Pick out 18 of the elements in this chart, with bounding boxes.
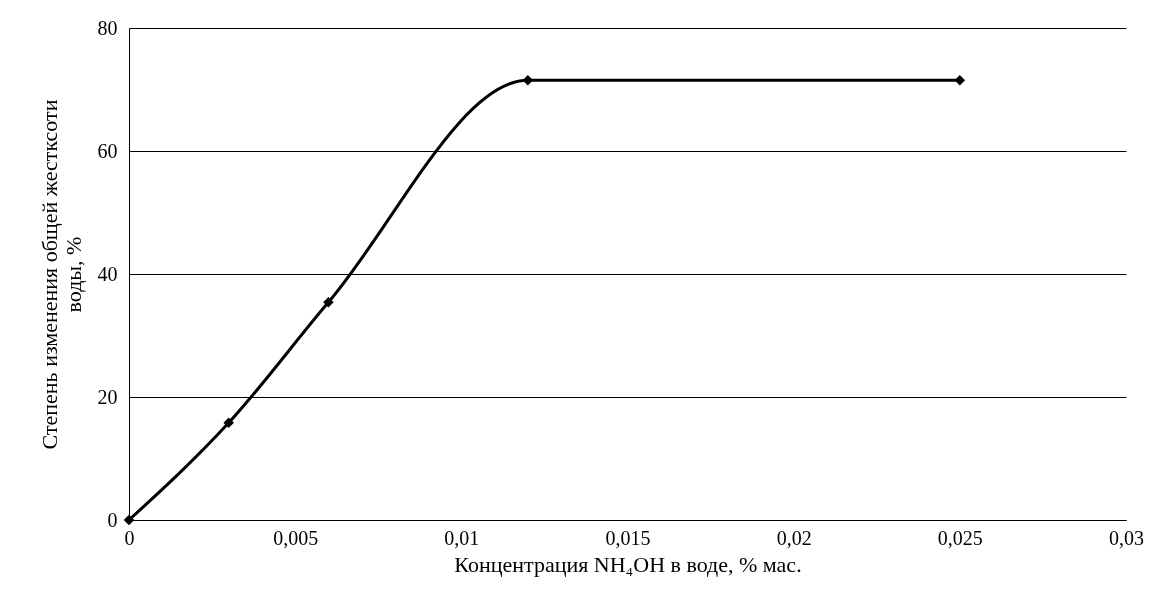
y-tick-label: 20 bbox=[97, 385, 118, 408]
x-tick-label: 0 bbox=[124, 526, 135, 549]
y-axis-title: Степень изменения общей жестксоти воды, % bbox=[36, 99, 86, 450]
x-tick-label: 0,015 bbox=[605, 526, 651, 549]
x-tick-label: 0,02 bbox=[776, 526, 812, 549]
y-tick-label: 0 bbox=[107, 508, 118, 531]
x-tick-label: 0,025 bbox=[937, 526, 983, 549]
point bbox=[323, 297, 334, 308]
point bbox=[223, 417, 234, 429]
y-tick-label: 60 bbox=[97, 139, 118, 162]
x-tick-label: 0,005 bbox=[273, 526, 319, 549]
x-tick-label: 0,03 bbox=[1109, 526, 1144, 549]
x-axis-title: Концентрация NH₄OH в воде, % мас. bbox=[454, 551, 802, 577]
point bbox=[954, 75, 966, 86]
y-tick-label: 80 bbox=[97, 16, 118, 39]
y-tick-label: 40 bbox=[97, 262, 118, 285]
point bbox=[123, 514, 135, 526]
x-tick-label: 0,01 bbox=[444, 526, 480, 549]
